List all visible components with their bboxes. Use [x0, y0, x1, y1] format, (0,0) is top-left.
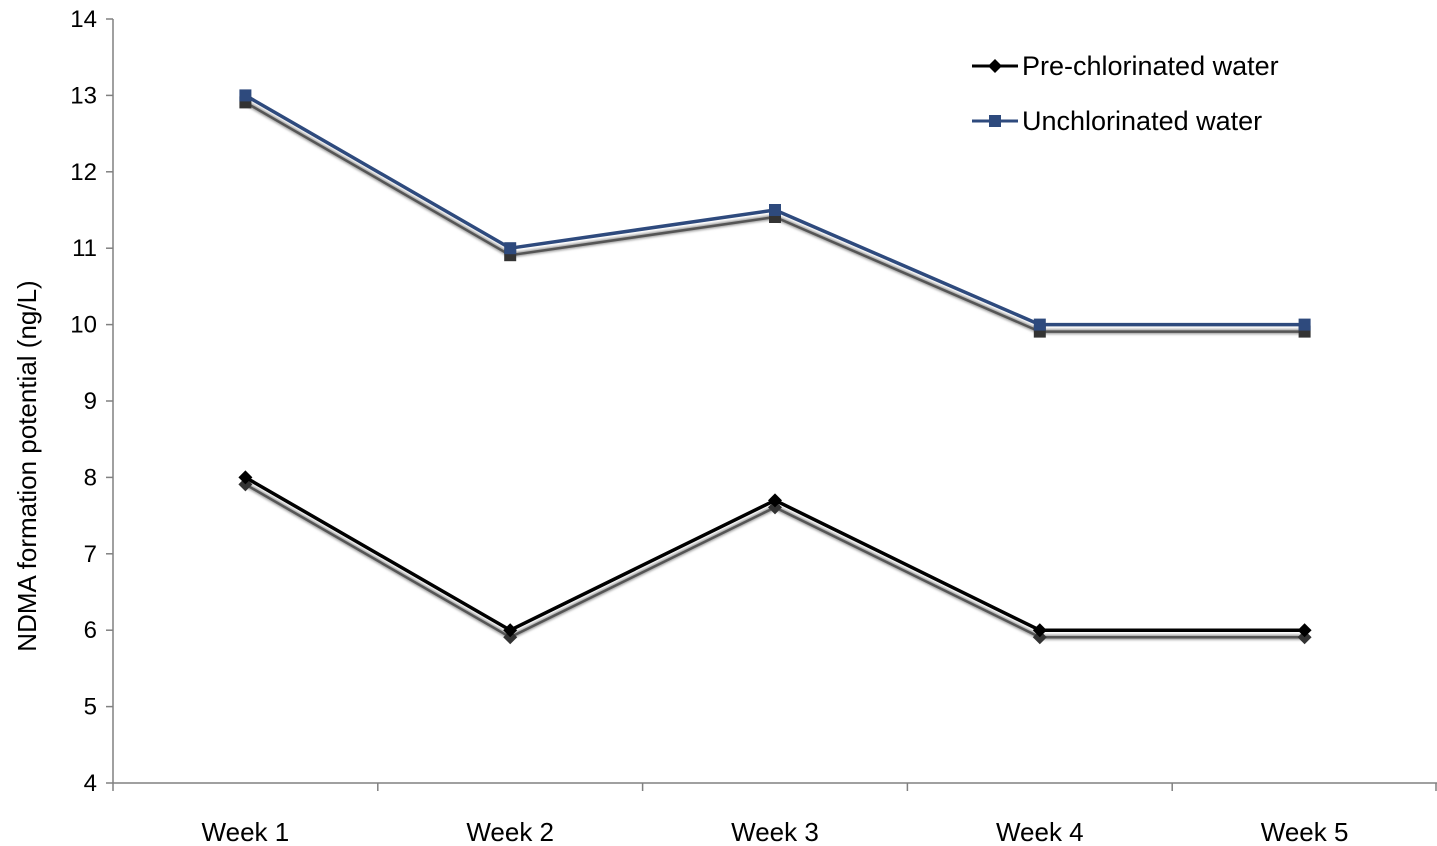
series-2	[239, 89, 1311, 338]
data-point	[1298, 318, 1311, 331]
y-tick-label: 10	[70, 312, 97, 339]
x-tick-label: Week 3	[731, 817, 819, 846]
data-point	[239, 89, 252, 102]
data-point	[1032, 623, 1047, 638]
x-tick-label: Week 4	[996, 817, 1084, 846]
y-tick-label: 7	[84, 541, 97, 568]
y-tick-label: 14	[70, 6, 97, 33]
y-tick-label: 5	[84, 694, 97, 721]
data-point	[503, 623, 518, 638]
legend-item: Pre-chlorinated water	[972, 51, 1279, 81]
data-point	[1297, 623, 1312, 638]
x-tick-label: Week 2	[466, 817, 554, 846]
y-tick-label: 6	[84, 617, 97, 644]
y-axis-title: NDMA formation potential (ng/L)	[12, 280, 42, 651]
data-point	[238, 470, 253, 485]
legend-label: Unchlorinated water	[1022, 106, 1262, 136]
y-tick-label: 13	[70, 82, 97, 109]
y-tick-label: 11	[72, 235, 97, 262]
series-1	[238, 470, 1312, 645]
x-tick-label: Week 1	[202, 817, 290, 846]
legend-marker	[988, 59, 1002, 73]
data-point	[769, 204, 781, 216]
y-tick-label: 4	[84, 770, 97, 797]
y-tick-label: 9	[84, 388, 97, 415]
data-point	[768, 493, 782, 508]
legend-item: Unchlorinated water	[972, 106, 1262, 136]
legend-marker	[989, 115, 1001, 127]
data-point	[504, 242, 517, 255]
legend-label: Pre-chlorinated water	[1022, 51, 1279, 81]
data-point	[1033, 318, 1046, 331]
y-tick-label: 12	[70, 159, 97, 186]
y-tick-label: 8	[84, 464, 97, 491]
x-tick-label: Week 5	[1261, 817, 1349, 846]
